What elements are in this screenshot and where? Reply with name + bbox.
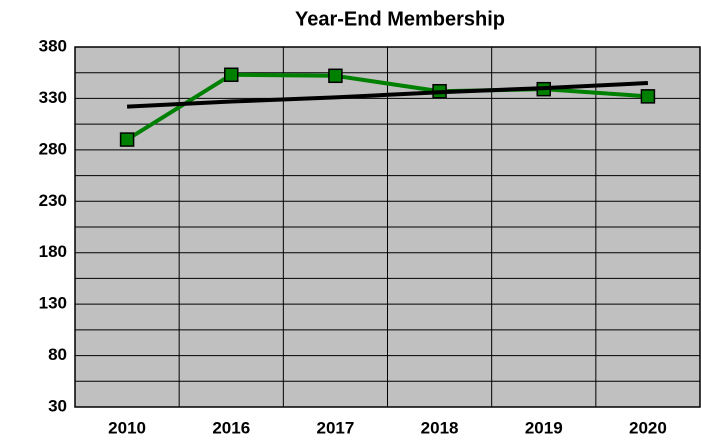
chart-title: Year-End Membership [295,8,505,30]
x-tick-label: 2017 [317,418,355,437]
y-tick-label: 230 [39,191,67,210]
y-tick-label: 130 [39,294,67,313]
x-tick-label: 2020 [629,418,667,437]
y-tick-label: 80 [48,345,67,364]
y-tick-label: 380 [39,36,67,55]
marker [328,68,343,84]
x-tick-label: 2016 [212,418,250,437]
series-line [126,81,649,109]
marker [119,132,135,147]
series-line [126,72,649,142]
y-tick-label: 330 [39,88,67,107]
x-tick-label: 2018 [421,418,459,437]
y-tick-label: 30 [48,396,67,415]
y-tick-label: 180 [39,242,67,261]
marker [224,67,239,83]
plot-border [74,46,701,408]
y-tick-label: 280 [39,139,67,158]
x-tick-label: 2019 [525,418,563,437]
marker [640,89,656,104]
x-tick-label: 2010 [108,418,146,437]
